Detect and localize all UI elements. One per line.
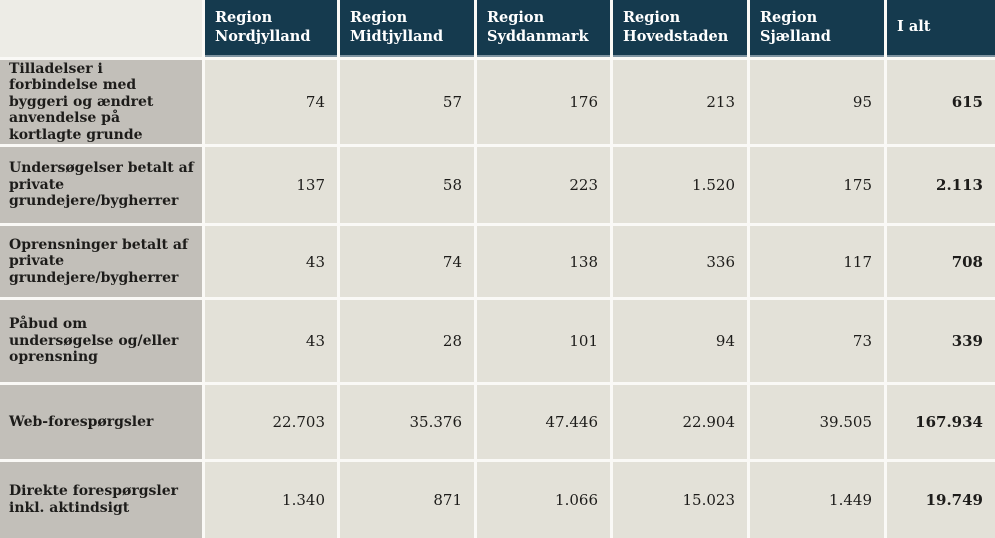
table-cell: 47.446 [477,385,610,459]
table-cell: 22.703 [205,385,337,459]
table-cell: 22.904 [613,385,747,459]
table-cell-total: 167.934 [887,385,995,459]
table-cell: 1.340 [205,462,337,538]
table-cell: 1.449 [750,462,884,538]
row-label-undersoegelser: Undersøgelser betalt af private grundeje… [0,147,202,223]
column-header-region-midtjylland: Region Midtjylland [340,0,474,57]
table-cell: 101 [477,300,610,382]
table-cell: 137 [205,147,337,223]
table-cell-total: 2.113 [887,147,995,223]
table-cell: 74 [340,226,474,297]
table-cell: 35.376 [340,385,474,459]
table-cell: 1.520 [613,147,747,223]
column-header-region-syddanmark: Region Syddanmark [477,0,610,57]
table-cell-total: 615 [887,60,995,144]
table-cell: 95 [750,60,884,144]
row-label-oprensninger: Oprensninger betalt af private grundejer… [0,226,202,297]
table-cell: 39.505 [750,385,884,459]
table-cell: 28 [340,300,474,382]
column-header-region-sjaelland: Region Sjælland [750,0,884,57]
table-cell: 74 [205,60,337,144]
table-cell: 175 [750,147,884,223]
table-cell: 43 [205,300,337,382]
row-label-tilladelser: Tilladelser i forbindelse med byggeri og… [0,60,202,144]
table-cell: 58 [340,147,474,223]
row-label-direkte-forespoergsler: Direkte forespørgsler inkl. aktindsigt [0,462,202,538]
table-cell: 117 [750,226,884,297]
table-cell-total: 339 [887,300,995,382]
table-cell: 871 [340,462,474,538]
row-label-web-forespoergsler: Web-forespørgsler [0,385,202,459]
table-cell: 57 [340,60,474,144]
table-cell-total: 19.749 [887,462,995,538]
row-label-paabud: Påbud om undersøgelse og/eller oprensnin… [0,300,202,382]
table-cell: 73 [750,300,884,382]
table-cell: 1.066 [477,462,610,538]
corner-cell [0,0,202,57]
table-cell: 43 [205,226,337,297]
table-cell: 94 [613,300,747,382]
table-cell-total: 708 [887,226,995,297]
table-cell: 223 [477,147,610,223]
column-header-region-hovedstaden: Region Hovedstaden [613,0,747,57]
column-header-region-nordjylland: Region Nordjylland [205,0,337,57]
table-cell: 336 [613,226,747,297]
column-header-i-alt: I alt [887,0,995,57]
table-cell: 138 [477,226,610,297]
table-cell: 176 [477,60,610,144]
table-cell: 213 [613,60,747,144]
table-cell: 15.023 [613,462,747,538]
